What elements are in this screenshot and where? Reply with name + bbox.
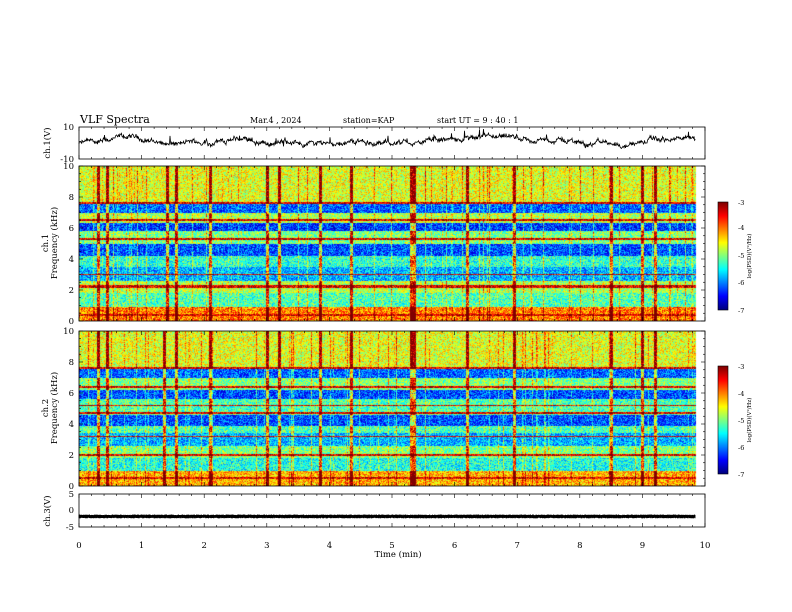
ch1-colorbar-frame <box>717 201 729 311</box>
ch1-spectrogram-ylabel-frequency: Frequency (kHz) <box>49 207 60 279</box>
ch2-colorbar-frame <box>717 365 729 475</box>
ch2-cbar-tick-m4: -4 <box>738 390 744 398</box>
x-tick-label: 7 <box>514 541 519 551</box>
ch3-ytick-top: 5 <box>69 490 74 500</box>
ch2-spectrogram-ylabel-frequency: Frequency (kHz) <box>49 372 60 444</box>
figure-title: VLF Spectra <box>79 113 150 126</box>
ch2-cbar-tick-m5: -5 <box>738 417 744 425</box>
ch3-waveform-ylabel: ch.3(V) <box>42 495 53 526</box>
ch1-cbar-tick-m5: -5 <box>738 252 744 260</box>
spec2-ytick-label: 4 <box>69 420 74 430</box>
x-tick-label: 2 <box>201 541 206 551</box>
ch1-ytick-bottom: -10 <box>60 155 74 165</box>
x-tick-label: 5 <box>389 541 394 551</box>
ch2-cbar-tick-m6: -6 <box>738 444 744 452</box>
station-label: station=KAP <box>343 116 395 125</box>
ch1-colorbar: -3 -4 -5 -6 -7 log(PSD)(V²/Hz) <box>717 199 753 315</box>
ch2-spectrogram-ylabel-channel: ch.2 <box>41 399 51 417</box>
spec2-ytick-label: 0 <box>69 482 74 492</box>
x-tick-label: 9 <box>640 541 645 551</box>
ch1-waveform-line <box>78 128 696 150</box>
x-tick-label: 1 <box>139 541 144 551</box>
ch1-cbar-tick-m6: -6 <box>738 279 744 287</box>
ch1-waveform-ylabel: ch.1(V) <box>42 127 53 158</box>
ch1-cbar-tick-m7: -7 <box>738 307 744 315</box>
ch1-cbar-tick-m4: -4 <box>738 224 744 232</box>
ch1-spectrogram-panel: ch.1 Frequency (kHz) <box>41 165 706 322</box>
spec1-ytick-label: 10 <box>63 162 74 172</box>
ch1-ytick-top: 10 <box>63 123 74 133</box>
ch1-spectrogram-ylabel-channel: ch.1 <box>41 234 51 252</box>
ch2-colorbar: -3 -4 -5 -6 -7 log(PSD)(V²/Hz) <box>717 363 753 479</box>
ch1-cbar-tick-m3: -3 <box>738 199 744 207</box>
ch2-colorbar-label: log(PSD)(V²/Hz) <box>746 398 753 443</box>
ch2-cbar-tick-m3: -3 <box>738 363 744 371</box>
spec1-ytick-label: 4 <box>69 255 74 265</box>
spec2-ytick-label: 2 <box>69 451 74 461</box>
ch2-spectrogram-panel: ch.2 Frequency (kHz) <box>41 330 706 487</box>
ch3-ytick-bottom: -5 <box>66 523 74 533</box>
ch1-colorbar-label: log(PSD)(V²/Hz) <box>746 234 753 279</box>
ch3-ytick-mid: 0 <box>69 506 74 516</box>
spec1-ytick-label: 6 <box>69 224 74 234</box>
x-axis-label: Time (min) <box>374 549 421 560</box>
x-tick-label: 8 <box>577 541 582 551</box>
spec1-ytick-label: 2 <box>69 286 74 296</box>
spec2-ytick-label: 8 <box>69 358 74 368</box>
start-time-label: start UT = 9 : 40 : 1 <box>437 116 518 125</box>
spec2-ytick-label: 6 <box>69 389 74 399</box>
spec1-ytick-label: 8 <box>69 193 74 203</box>
x-tick-label: 3 <box>264 541 269 551</box>
x-tick-label: 0 <box>76 541 81 551</box>
ch2-cbar-tick-m7: -7 <box>738 471 744 479</box>
ch2-spectrogram-image <box>79 331 705 486</box>
spec2-ytick-label: 10 <box>63 327 74 337</box>
ch1-spectrogram-image <box>79 166 705 321</box>
x-tick-label: 4 <box>327 541 332 551</box>
ch1-colorbar-gradient <box>718 202 728 310</box>
spec1-ytick-label: 0 <box>69 317 74 327</box>
x-tick-label: 6 <box>452 541 457 551</box>
ch2-colorbar-gradient <box>718 366 728 474</box>
ch3-waveform-frame <box>78 493 706 528</box>
x-tick-label: 10 <box>700 541 711 551</box>
date-label: Mar.4 , 2024 <box>250 116 302 125</box>
ch3-waveform-line <box>78 514 696 519</box>
